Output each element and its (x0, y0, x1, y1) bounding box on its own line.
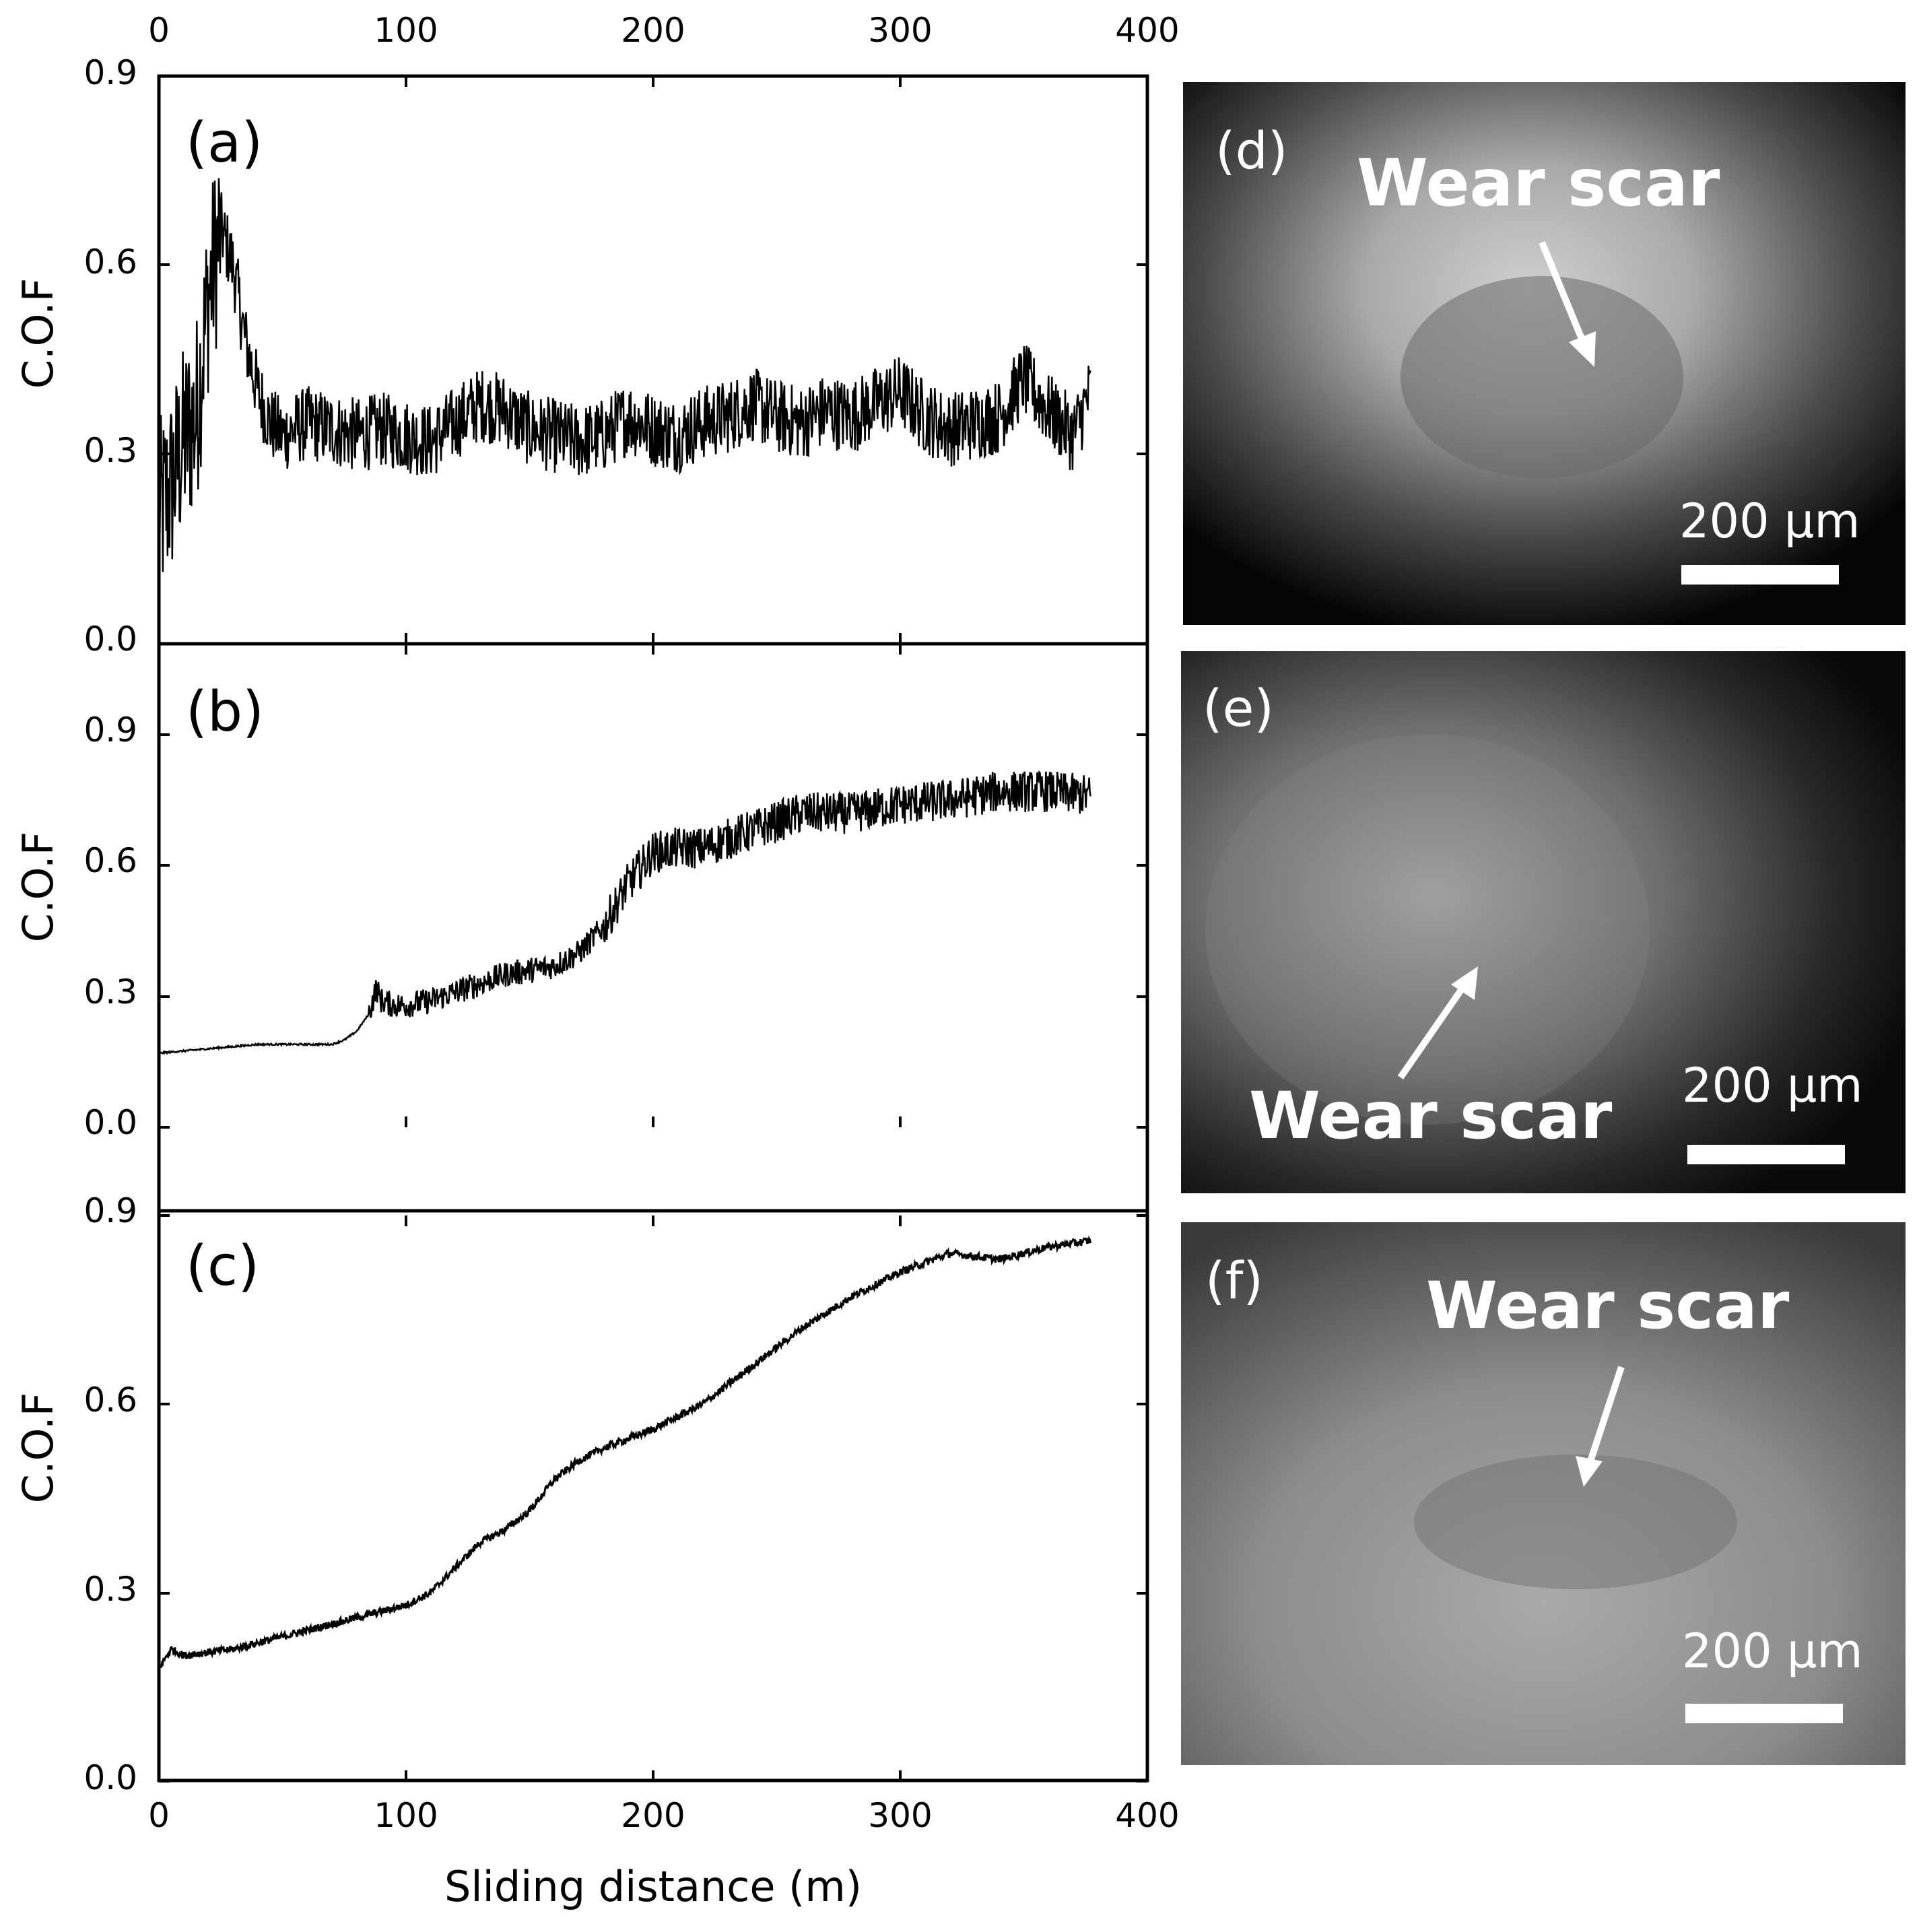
frame-c (157, 1209, 1149, 1783)
top-tick-label: 300 (868, 11, 932, 50)
x-tick-label: 200 (621, 1796, 685, 1835)
y-tick-label: 0.0 (83, 620, 137, 659)
wear-scar-region-e (1205, 734, 1650, 1125)
arrow-head-e (1451, 966, 1478, 1000)
x-tick-label: 400 (1115, 1796, 1179, 1835)
panel-label-c: (c) (186, 1234, 259, 1298)
image-label-f: (f) (1205, 1251, 1263, 1310)
wear-scar-label-d: Wear scar (1357, 145, 1720, 221)
y-tick-label: 0.0 (83, 1758, 137, 1797)
micrograph-f: (f) Wear scar 200 μm (1181, 1222, 1906, 1765)
micrograph-e: (e) Wear scar 200 μm (1181, 651, 1906, 1193)
y-tick-label: 0.9 (83, 1191, 137, 1230)
cof-line-b (158, 770, 1091, 1055)
cof-panel-c: 0.9 0.6 0.3 0.0 (c) C.O.F (13, 1191, 1149, 1797)
wear-scar-region-d (1401, 276, 1683, 478)
panel-c-ticks (158, 1214, 1149, 1783)
panel-b-ticks (158, 644, 1149, 1129)
y-axis-title-c: C.O.F (13, 1393, 63, 1504)
x-tick-label: 100 (374, 1796, 438, 1835)
top-tick-label: 100 (374, 11, 438, 50)
arrow-head-d (1569, 331, 1596, 367)
y-tick-label: 0.3 (83, 431, 137, 470)
y-tick-label: 0.3 (83, 972, 137, 1011)
image-label-e: (e) (1203, 678, 1274, 738)
wear-scar-region-f (1414, 1455, 1737, 1589)
panel-label-a: (a) (186, 111, 263, 175)
micrograph-f-background (1181, 1222, 1906, 1765)
scale-bar-f (1685, 1704, 1843, 1723)
axes-frames (157, 74, 1149, 1783)
arrow-head-f (1576, 1456, 1603, 1487)
cof-panel-b: 0.9 0.6 0.3 0.0 (b) C.O.F (13, 644, 1149, 1142)
x-tick-label: 300 (868, 1796, 932, 1835)
frame-a (157, 74, 1149, 646)
x-tick-label: 0 (148, 1796, 170, 1835)
y-tick-label: 0.6 (83, 841, 137, 880)
micrograph-d: (d) Wear scar 200 μm (1183, 82, 1906, 625)
scale-bar-d (1681, 565, 1839, 585)
y-tick-label: 0.9 (83, 53, 137, 92)
cof-line-c (158, 1235, 1092, 1669)
top-tick-label: 200 (621, 11, 685, 50)
y-tick-label: 0.6 (83, 1380, 137, 1420)
y-tick-label: 0.6 (83, 242, 137, 281)
y-tick-label: 0.0 (83, 1103, 137, 1142)
panel-label-b: (b) (186, 680, 264, 744)
panel-a-ticks (158, 75, 1149, 645)
bottom-axis: 0 100 200 300 400 Sliding distance (m) (148, 1796, 1180, 1911)
wear-scar-label-f: Wear scar (1426, 1268, 1790, 1343)
image-label-d: (d) (1215, 121, 1288, 180)
scale-bar-e (1687, 1145, 1845, 1164)
x-axis-title: Sliding distance (m) (444, 1862, 862, 1911)
top-tick-label: 0 (148, 11, 170, 50)
wear-scar-label-e: Wear scar (1249, 1078, 1613, 1154)
cof-panel-a: 0.9 0.6 0.3 0.0 (a) C.O.F (13, 53, 1149, 659)
top-axis: 0 100 200 300 400 (148, 11, 1180, 50)
y-tick-label: 0.9 (83, 710, 137, 750)
top-tick-label: 400 (1115, 11, 1179, 50)
y-axis-title-a: C.O.F (13, 278, 63, 389)
scale-bar-label-d: 200 μm (1679, 494, 1860, 549)
arrow-shaft-e (1397, 988, 1464, 1079)
y-tick-label: 0.3 (83, 1570, 137, 1609)
arrow-shaft-f (1587, 1366, 1625, 1463)
y-axis-title-b: C.O.F (13, 832, 63, 943)
micrograph-e-background (1181, 651, 1906, 1193)
arrow-shaft-d (1539, 241, 1587, 345)
cof-line-a (158, 178, 1091, 572)
scale-bar-label-e: 200 μm (1682, 1058, 1863, 1113)
scale-bar-label-f: 200 μm (1682, 1624, 1863, 1679)
